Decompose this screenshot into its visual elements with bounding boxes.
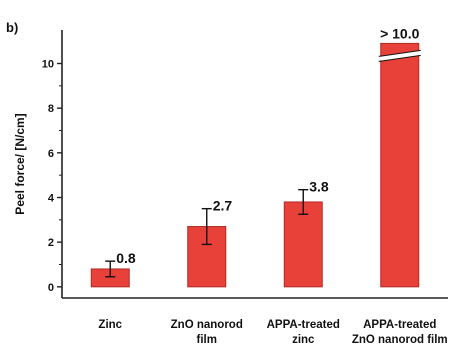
category-label: zinc	[292, 334, 315, 346]
bar-break-gap	[378, 50, 421, 62]
bar	[380, 42, 420, 288]
category-label: ZnO nanorod film	[352, 334, 448, 346]
y-tick-label: 2	[48, 237, 54, 249]
y-tick-label: 6	[48, 148, 54, 160]
bar-break-line	[378, 49, 421, 57]
y-tick-label: 10	[42, 59, 54, 71]
category-label: APPA-treated	[267, 319, 340, 331]
axes: 0 2 4 6 8 10 Peel force/ [N/cm]	[13, 30, 448, 299]
category-label: ZnO nanorod	[171, 319, 243, 331]
data-label: 2.7	[213, 198, 233, 214]
labels: 0.8 Zinc 2.7 ZnO nanorod film 3.8 APPA-treated…	[98, 25, 447, 346]
panel-label: b)	[6, 20, 18, 35]
y-tick-label: 0	[48, 282, 54, 294]
category-label: film	[197, 334, 217, 346]
category-label: APPA-treated	[363, 319, 436, 331]
data-label: 3.8	[309, 179, 329, 195]
category-label: Zinc	[98, 319, 122, 331]
bars	[90, 42, 421, 288]
y-tick-label: 8	[48, 103, 54, 115]
y-axis-title: Peel force/ [N/cm]	[13, 113, 27, 214]
data-label: > 10.0	[380, 25, 420, 41]
data-label: 0.8	[116, 250, 136, 266]
bar	[283, 201, 323, 288]
bar-break-line	[378, 54, 421, 62]
y-tick-label: 4	[48, 193, 55, 205]
